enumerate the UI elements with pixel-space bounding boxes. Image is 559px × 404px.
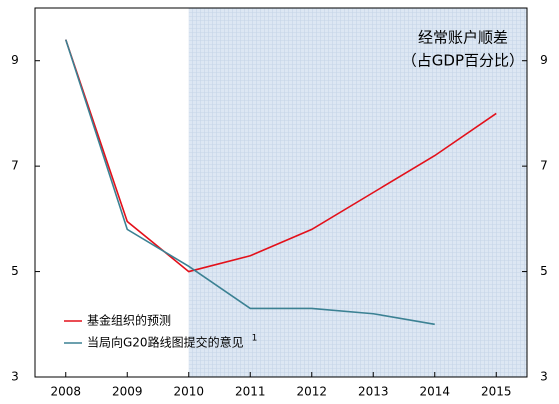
forecast-shade (188, 8, 527, 377)
series-line (64, 39, 435, 326)
note-marker: 1 (252, 334, 258, 344)
x-tick-label: 2013 (358, 385, 389, 399)
x-tick-label: 2015 (481, 385, 512, 399)
y-tick-label: 3 (11, 370, 19, 384)
x-tick-label: 2014 (419, 385, 450, 399)
x-tick-label: 2008 (50, 385, 81, 399)
series-line (64, 39, 497, 273)
y-tick-label: 5 (11, 264, 19, 278)
y-tick-label: 7 (11, 159, 19, 173)
plot-frame (34, 7, 528, 378)
y2-tick-label: 3 (540, 370, 548, 384)
y2-tick-label: 5 (540, 264, 548, 278)
x-tick-label: 2011 (235, 385, 266, 399)
y2-tick-label: 7 (540, 159, 548, 173)
x-tick-label: 2012 (296, 385, 327, 399)
x-tick-label: 2009 (112, 385, 143, 399)
y-tick-label: 9 (11, 53, 19, 67)
x-tick-label: 2010 (173, 385, 204, 399)
y2-tick-label: 9 (540, 53, 548, 67)
legend-label: 当局向G20路线图提交的意见 (87, 335, 244, 350)
legend-label: 基金组织的预测 (87, 313, 171, 328)
chart-title: 经常账户顺差 (418, 29, 508, 47)
chart-subtitle: （占GDP百分比） (402, 52, 524, 70)
